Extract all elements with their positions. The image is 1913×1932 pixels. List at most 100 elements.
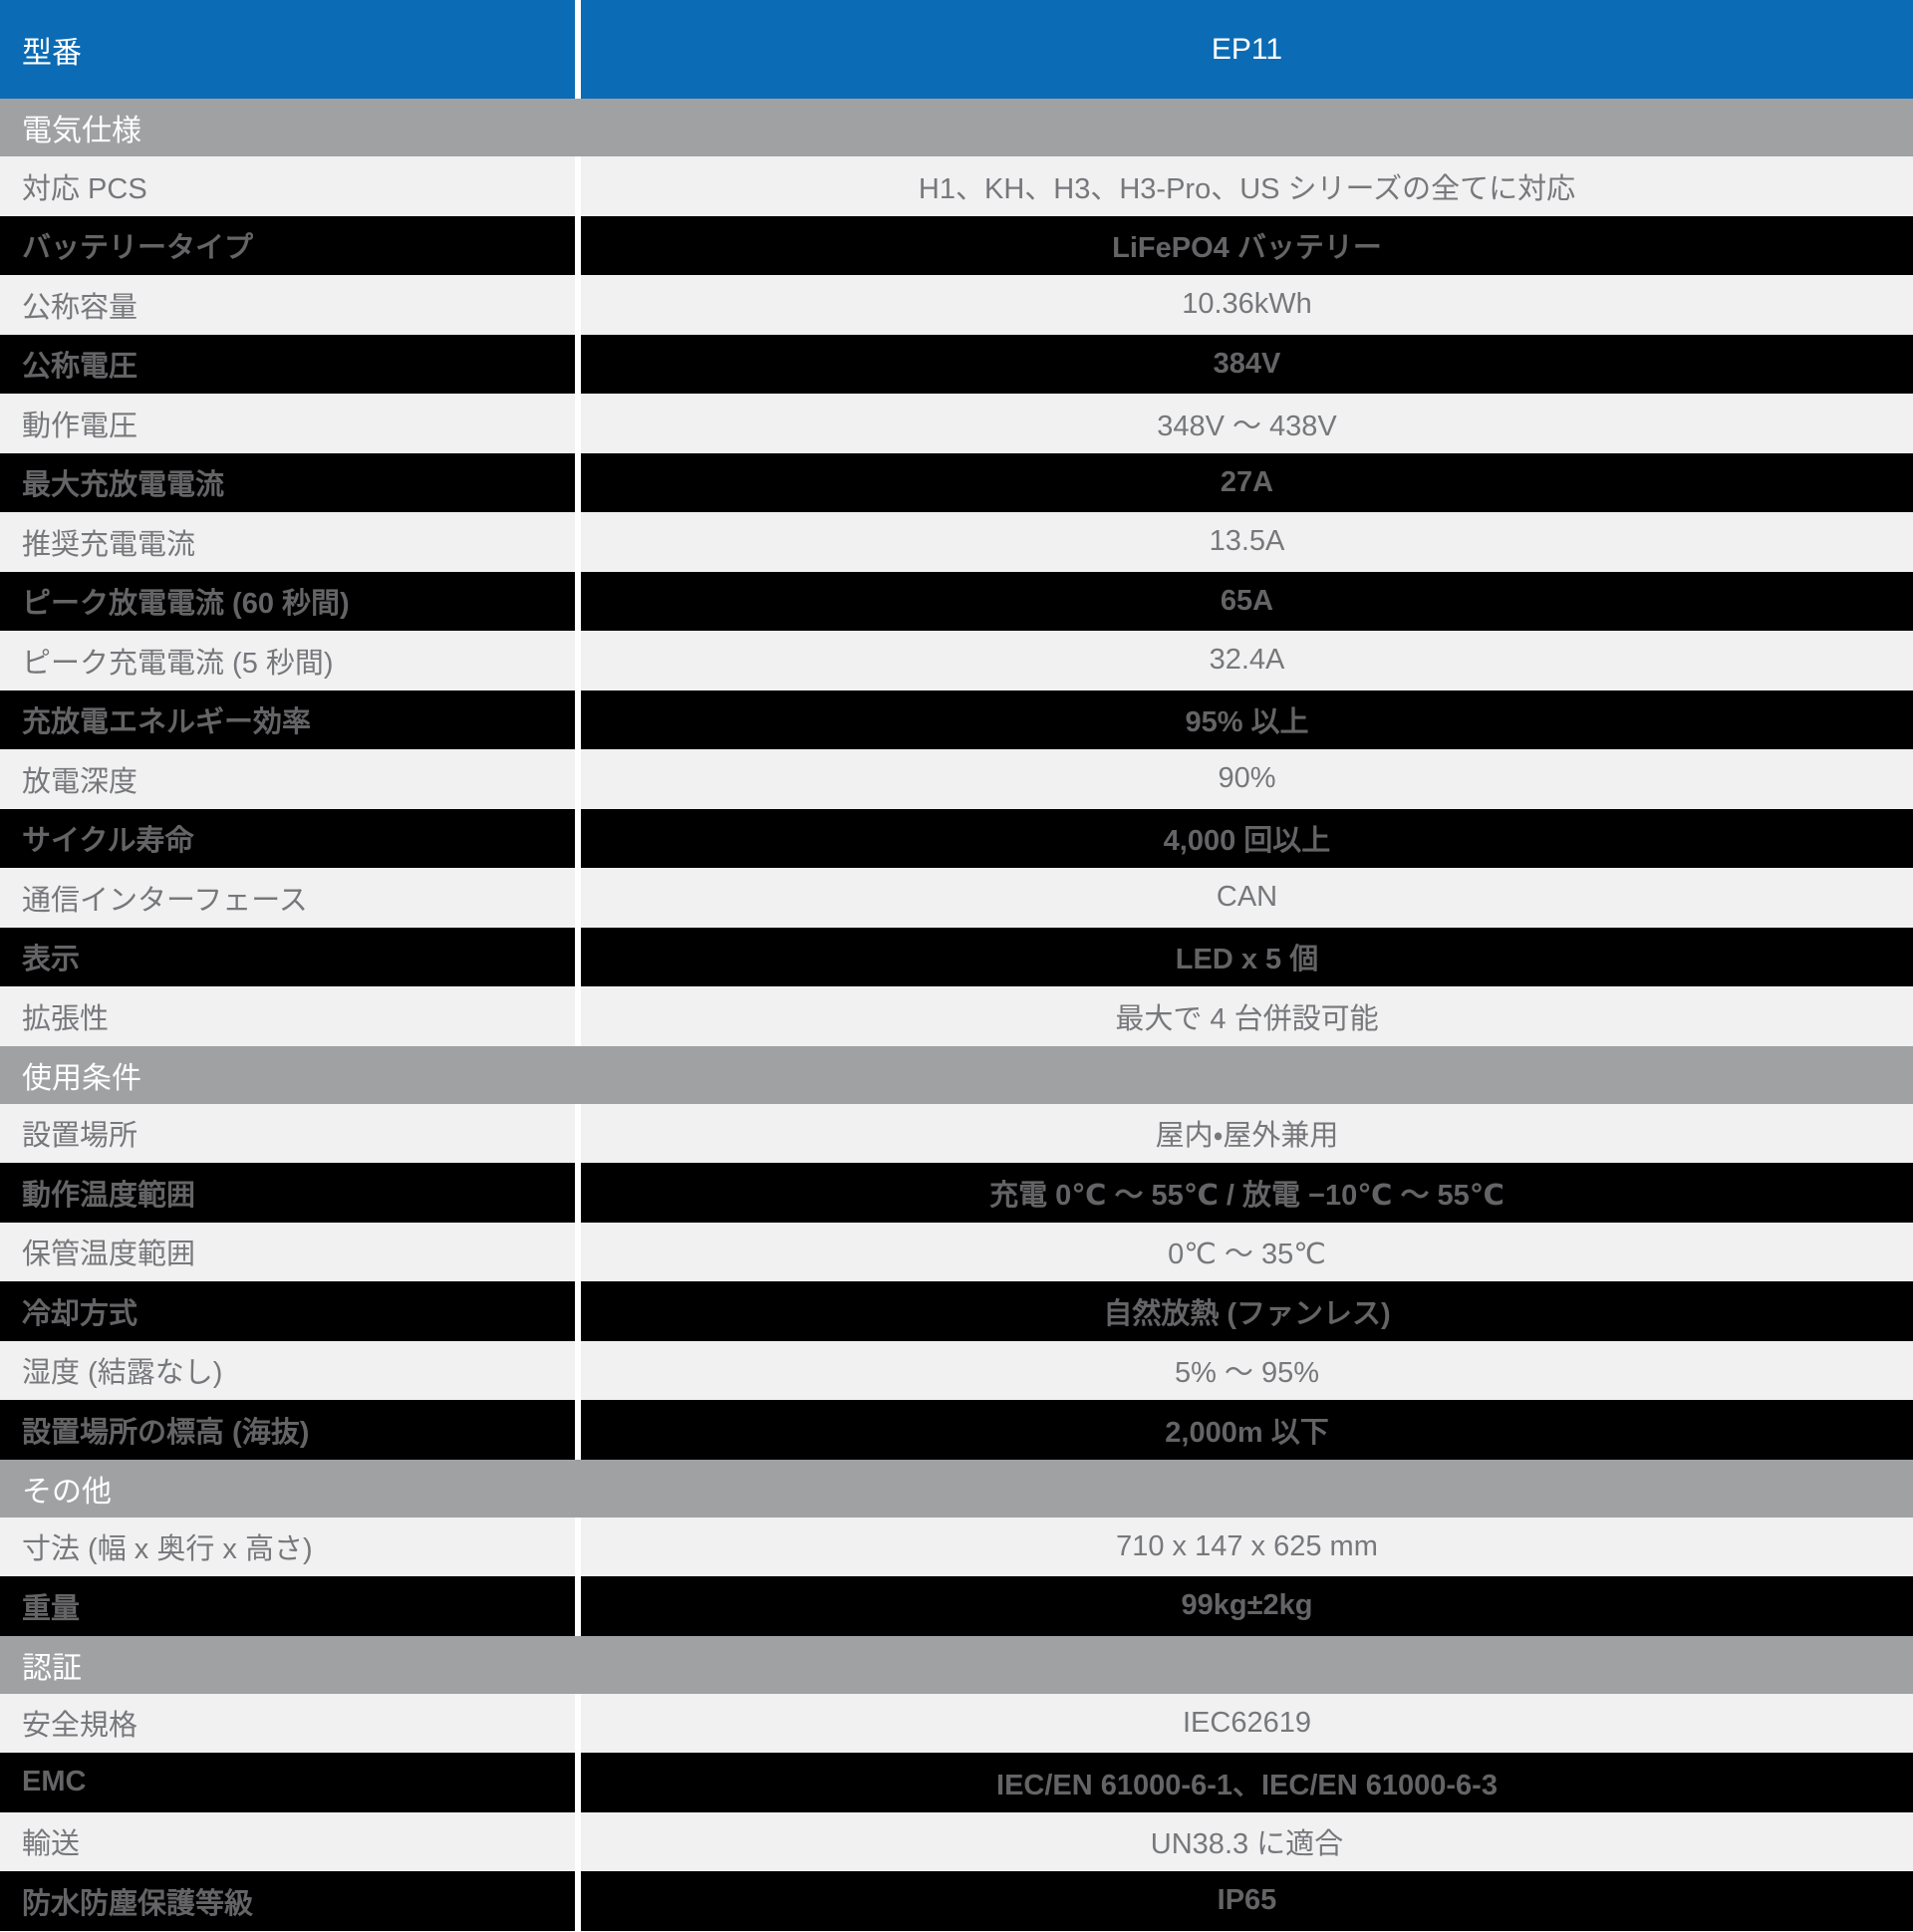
row-value: 27A bbox=[1220, 465, 1274, 498]
row-label: 推奨充電電流 bbox=[22, 528, 196, 561]
section-header: 使用条件 bbox=[0, 1045, 1913, 1104]
column-divider bbox=[575, 808, 581, 868]
row-label: ピーク充電電流 (5 秒間) bbox=[22, 647, 334, 680]
column-divider bbox=[575, 986, 581, 1046]
table-row: 公称電圧 384V bbox=[0, 334, 1913, 394]
row-label: 安全規格 bbox=[22, 1710, 138, 1743]
table-row: サイクル寿命 4,000 回以上 bbox=[0, 808, 1913, 868]
row-label: 充放電エネルギー効率 bbox=[22, 706, 312, 739]
column-divider bbox=[575, 749, 581, 809]
section-header: その他 bbox=[0, 1459, 1913, 1518]
row-label: 湿度 (結露なし) bbox=[22, 1357, 223, 1390]
table-row: バッテリータイプ LiFePO4 バッテリー bbox=[0, 215, 1913, 275]
column-divider bbox=[575, 215, 581, 275]
row-label: 最大充放電電流 bbox=[22, 469, 225, 502]
row-value: 充電 0℃ ～ 55℃ / 放電 −10℃ ～ 55℃ bbox=[989, 1179, 1504, 1212]
section-title: 認証 bbox=[22, 1651, 82, 1685]
row-label: EMC bbox=[22, 1766, 87, 1798]
row-value: 13.5A bbox=[1209, 525, 1285, 558]
column-divider bbox=[575, 452, 581, 512]
table-row: 放電深度 90% bbox=[0, 749, 1913, 809]
section-title: その他 bbox=[22, 1475, 112, 1509]
table-row: 公称容量 10.36kWh bbox=[0, 275, 1913, 335]
table-row: 推奨充電電流 13.5A bbox=[0, 512, 1913, 572]
row-value: IEC62619 bbox=[1183, 1706, 1311, 1739]
row-value: 屋内・屋外兼用 bbox=[1155, 1120, 1339, 1153]
column-divider bbox=[575, 927, 581, 986]
row-label: 拡張性 bbox=[22, 1002, 110, 1035]
table-row: 安全規格 IEC62619 bbox=[0, 1693, 1913, 1753]
column-divider bbox=[575, 1576, 581, 1636]
row-value: H1、KH、H3、H3-Pro、US シリーズの全てに対応 bbox=[918, 172, 1576, 205]
column-divider bbox=[575, 1340, 581, 1400]
table-row: 重量 99kg±2kg bbox=[0, 1576, 1913, 1636]
row-label: 表示 bbox=[22, 944, 81, 976]
row-label: 公称容量 bbox=[22, 291, 138, 324]
table-row: 湿度 (結露なし) 5% ～ 95% bbox=[0, 1340, 1913, 1400]
column-divider bbox=[575, 275, 581, 335]
header-model-label: 型番 bbox=[22, 36, 82, 70]
row-label: 防水防塵保護等級 bbox=[22, 1887, 254, 1920]
row-value: 32.4A bbox=[1209, 644, 1285, 677]
table-row: 充放電エネルギー効率 95% 以上 bbox=[0, 690, 1913, 749]
row-value: LiFePO4 バッテリー bbox=[1112, 232, 1382, 265]
column-divider bbox=[575, 1103, 581, 1163]
column-divider bbox=[575, 1281, 581, 1341]
row-value: IP65 bbox=[1217, 1884, 1277, 1917]
table-row: 設置場所 屋内・屋外兼用 bbox=[0, 1103, 1913, 1163]
column-divider bbox=[575, 1163, 581, 1223]
row-label: 動作温度範囲 bbox=[22, 1179, 196, 1212]
row-label: サイクル寿命 bbox=[22, 825, 194, 858]
table-row: 表示 LED x 5 個 bbox=[0, 927, 1913, 986]
table-row: ピーク放電電流 (60 秒間) 65A bbox=[0, 571, 1913, 631]
column-divider bbox=[575, 631, 581, 690]
row-value: 2,000m 以下 bbox=[1165, 1416, 1329, 1449]
column-divider bbox=[575, 1693, 581, 1753]
row-label: 通信インターフェース bbox=[22, 884, 308, 917]
column-divider bbox=[575, 1400, 581, 1460]
row-label: 動作電圧 bbox=[22, 410, 138, 442]
row-value: 10.36kWh bbox=[1182, 288, 1312, 321]
table-row: 防水防塵保護等級 IP65 bbox=[0, 1871, 1913, 1931]
spec-table-body: 電気仕様 対応 PCS H1、KH、H3、H3-Pro、US シリーズの全てに対… bbox=[0, 99, 1913, 1932]
table-row: ピーク充電電流 (5 秒間) 32.4A bbox=[0, 631, 1913, 690]
row-label: 寸法 (幅 x 奥行 x 高さ) bbox=[22, 1533, 313, 1566]
column-divider bbox=[575, 1222, 581, 1281]
table-row: 対応 PCS H1、KH、H3、H3-Pro、US シリーズの全てに対応 bbox=[0, 156, 1913, 216]
column-divider bbox=[575, 1811, 581, 1871]
column-divider bbox=[575, 1871, 581, 1931]
section-title: 使用条件 bbox=[22, 1061, 141, 1095]
section-header: 電気仕様 bbox=[0, 99, 1913, 156]
table-row: 寸法 (幅 x 奥行 x 高さ) 710 x 147 x 625 mm bbox=[0, 1517, 1913, 1576]
row-value: 710 x 147 x 625 mm bbox=[1116, 1529, 1378, 1562]
section-title: 電気仕様 bbox=[22, 115, 141, 147]
table-row: 輸送 UN38.3 に適合 bbox=[0, 1811, 1913, 1871]
row-label: 冷却方式 bbox=[22, 1297, 138, 1330]
row-value: LED x 5 個 bbox=[1175, 944, 1319, 976]
row-value: 5% ～ 95% bbox=[1174, 1357, 1320, 1390]
row-label: 重量 bbox=[22, 1592, 81, 1625]
table-row: 冷却方式 自然放熱 (ファンレス) bbox=[0, 1281, 1913, 1341]
column-divider bbox=[575, 394, 581, 453]
row-label: 輸送 bbox=[22, 1828, 81, 1861]
row-value: 最大で 4 台併設可能 bbox=[1115, 1002, 1379, 1035]
table-row: 最大充放電電流 27A bbox=[0, 452, 1913, 512]
row-value: UN38.3 に適合 bbox=[1150, 1828, 1344, 1861]
row-label: 設置場所の標高 (海抜) bbox=[22, 1416, 310, 1449]
table-row: 動作温度範囲 充電 0℃ ～ 55℃ / 放電 −10℃ ～ 55℃ bbox=[0, 1163, 1913, 1223]
header-model-value: EP11 bbox=[1211, 32, 1283, 66]
row-value: CAN bbox=[1216, 881, 1278, 914]
column-divider bbox=[575, 571, 581, 631]
row-label: バッテリータイプ bbox=[22, 232, 254, 265]
table-row: 通信インターフェース CAN bbox=[0, 868, 1913, 928]
row-value: 99kg±2kg bbox=[1181, 1589, 1313, 1622]
table-row: 拡張性 最大で 4 台併設可能 bbox=[0, 986, 1913, 1046]
section-header: 認証 bbox=[0, 1635, 1913, 1694]
row-value: 4,000 回以上 bbox=[1163, 825, 1331, 858]
column-divider bbox=[575, 868, 581, 928]
column-divider bbox=[575, 690, 581, 749]
row-label: 対応 PCS bbox=[22, 172, 147, 205]
table-row: 保管温度範囲 0℃ ～ 35℃ bbox=[0, 1222, 1913, 1281]
row-label: 設置場所 bbox=[22, 1120, 138, 1153]
